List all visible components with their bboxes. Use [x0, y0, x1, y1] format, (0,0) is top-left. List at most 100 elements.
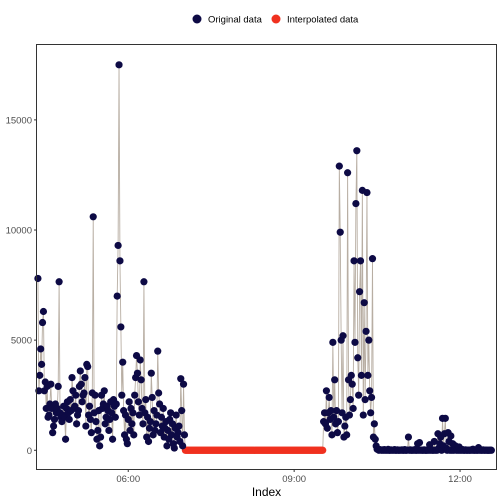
data-point [49, 422, 58, 430]
data-point [174, 429, 182, 437]
data-point [333, 429, 342, 437]
data-point [61, 435, 70, 443]
data-point [341, 422, 349, 430]
data-point [100, 387, 108, 395]
data-point [325, 393, 333, 402]
data-point [354, 354, 362, 362]
data-point [370, 420, 378, 428]
data-point [129, 409, 137, 417]
data-point [128, 420, 136, 428]
data-point [349, 404, 357, 413]
data-point [441, 414, 449, 422]
data-point [106, 415, 114, 424]
interpolated-point [319, 446, 327, 454]
data-point [359, 411, 367, 419]
data-point [112, 400, 120, 408]
data-point [177, 375, 185, 383]
data-point [334, 418, 342, 426]
data-point [68, 373, 76, 382]
data-point [327, 407, 335, 415]
data-point [155, 389, 163, 397]
data-point [353, 147, 361, 155]
data-point [49, 429, 57, 437]
data-point [159, 404, 167, 413]
data-point [163, 442, 171, 450]
data-point [323, 424, 331, 432]
data-point [335, 162, 343, 170]
y-tick-label: 10000 [6, 226, 32, 237]
data-point [142, 396, 150, 404]
data-point [351, 338, 359, 346]
plot-border [36, 44, 497, 470]
data-point [140, 278, 148, 286]
data-point [135, 411, 143, 419]
data-point [36, 371, 44, 379]
data-point [82, 422, 90, 430]
data-point [356, 257, 365, 265]
legend-key-interpolated [271, 14, 281, 24]
data-point [352, 199, 360, 208]
data-point [45, 411, 53, 419]
data-point [115, 61, 123, 69]
legend: Original data Interpolated data [192, 14, 359, 26]
data-point [38, 360, 46, 368]
data-point [86, 415, 95, 424]
data-point [179, 380, 188, 388]
data-point [139, 420, 147, 428]
data-point [366, 387, 374, 395]
data-point [113, 292, 121, 300]
data-point [123, 440, 131, 448]
data-point [154, 347, 162, 355]
data-point [336, 228, 344, 236]
data-point [85, 402, 94, 410]
data-point [144, 437, 153, 446]
data-point [81, 373, 89, 382]
data-point [66, 396, 74, 404]
data-point [84, 362, 92, 371]
data-point [151, 426, 159, 435]
data-point [345, 411, 354, 419]
data-point [136, 356, 144, 364]
data-point [348, 380, 356, 388]
data-point [80, 389, 88, 397]
data-point [172, 411, 180, 419]
data-point [39, 307, 48, 316]
data-point [360, 299, 368, 307]
data-point [96, 442, 104, 450]
data-point [35, 387, 43, 395]
data-point [329, 338, 337, 346]
data-point [371, 435, 379, 443]
data-point [146, 418, 154, 426]
y-tick-label: 15000 [6, 115, 32, 126]
data-point [364, 371, 372, 379]
x-tick-label: 09:00 [282, 474, 306, 485]
data-point [111, 413, 119, 421]
data-point [55, 278, 63, 286]
data-point [34, 274, 42, 283]
data-point [133, 369, 142, 377]
data-point [54, 382, 62, 390]
data-point [47, 380, 55, 388]
data-point [116, 257, 124, 265]
data-point [350, 257, 358, 265]
data-point [137, 376, 145, 384]
data-point [346, 396, 354, 404]
data-point [368, 255, 377, 263]
data-point [97, 433, 105, 441]
data-point [152, 420, 160, 428]
data-point [94, 426, 102, 435]
data-point [91, 391, 99, 399]
data-point [357, 371, 366, 379]
data-point [362, 327, 370, 335]
data-point [131, 391, 139, 399]
data-point [367, 393, 376, 402]
data-point [125, 398, 133, 406]
data-point [92, 418, 100, 426]
data-point [487, 446, 495, 454]
data-point [365, 336, 373, 344]
data-point [367, 409, 375, 417]
data-point [347, 371, 355, 379]
data-point [167, 409, 175, 417]
data-point [73, 420, 81, 428]
